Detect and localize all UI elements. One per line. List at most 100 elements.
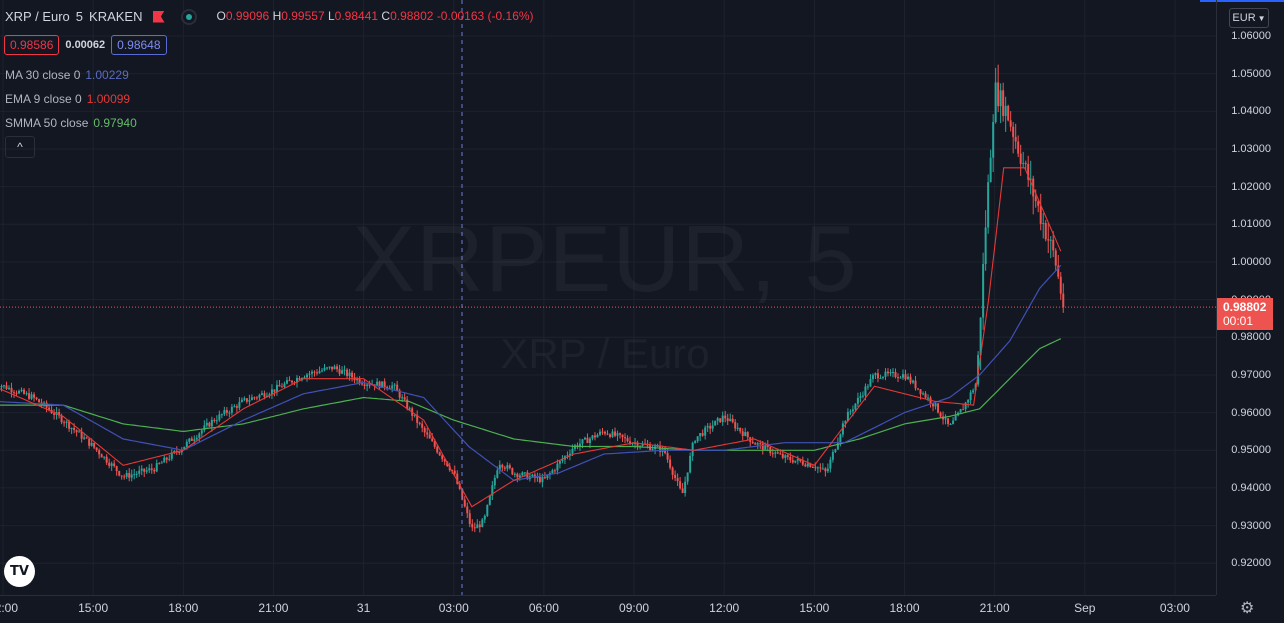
candle-body xyxy=(531,474,534,477)
candle-body xyxy=(306,374,309,378)
candle-body xyxy=(1039,205,1042,224)
candle-body xyxy=(458,483,461,489)
candle-body xyxy=(183,446,186,450)
indicator-smma[interactable]: SMMA 50 close 0.97940 xyxy=(5,116,137,130)
candle-body xyxy=(629,441,632,444)
candle-body xyxy=(233,406,236,408)
price-tick-label: 1.06000 xyxy=(1231,30,1271,42)
symbol-interval[interactable]: 5 xyxy=(75,9,84,24)
price-axis[interactable]: 1.06000 1.05000 1.04000 1.03000 1.02000 1.010… xyxy=(1216,0,1284,595)
collapse-legend-button[interactable]: ^ xyxy=(5,136,35,158)
time-tick-label: 12:00 xyxy=(0,601,19,615)
chart-grid xyxy=(0,0,1216,595)
candle-body xyxy=(273,389,276,392)
candle-body xyxy=(441,455,444,460)
candle-body xyxy=(333,366,336,370)
candle-body xyxy=(734,422,737,429)
candle-body xyxy=(240,399,243,403)
candle-body xyxy=(258,394,261,398)
time-tick-label: 12:00 xyxy=(709,601,740,615)
change-value: -0.00163 (-0.16%) xyxy=(436,9,534,23)
time-axis[interactable]: 12:00 15:00 18:00 21:00 31 03:00 06:00 09:00 12:… xyxy=(0,595,1216,623)
candle-body xyxy=(321,370,324,372)
candle-body xyxy=(834,449,837,453)
candle-body xyxy=(764,444,767,450)
candle-body xyxy=(290,380,293,383)
candle-body xyxy=(230,406,233,413)
tradingview-logo[interactable]: TV xyxy=(4,556,35,587)
candle-body xyxy=(794,460,797,463)
flag-icon[interactable] xyxy=(152,10,165,23)
candle-body xyxy=(836,442,839,450)
candle-body xyxy=(684,481,687,494)
indicator-ema[interactable]: EMA 9 close 0 1.00099 xyxy=(5,92,130,106)
candle-body xyxy=(1019,153,1022,164)
currency-selector[interactable]: EUR ▼ xyxy=(1229,8,1269,28)
buy-button[interactable]: 0.98648 xyxy=(111,35,167,55)
time-tick-label: 15:00 xyxy=(799,601,830,615)
candle-body xyxy=(1052,239,1055,251)
candle-body xyxy=(706,426,709,428)
candle-body xyxy=(766,444,769,448)
candle-body xyxy=(739,427,742,432)
candle-body xyxy=(566,455,569,457)
sell-button[interactable]: 0.98586 xyxy=(4,35,60,55)
candle-body xyxy=(316,372,319,374)
close-value: 0.98802 xyxy=(390,9,434,23)
candle-body xyxy=(736,427,739,429)
candle-body xyxy=(38,399,41,403)
candle-body xyxy=(709,426,712,429)
settings-gear-icon[interactable]: ⚙ xyxy=(1240,600,1255,617)
candle-body xyxy=(561,459,564,462)
candle-body xyxy=(481,519,484,528)
candle-body xyxy=(513,473,516,475)
candle-body xyxy=(571,448,574,454)
candle-body xyxy=(498,464,501,471)
candle-body xyxy=(676,478,679,482)
candle-body xyxy=(949,424,952,426)
candlestick-series xyxy=(0,64,1065,533)
ema-9-line xyxy=(0,167,1062,508)
open-label: O xyxy=(216,9,226,23)
candle-body xyxy=(383,381,386,387)
candle-body xyxy=(984,227,987,265)
candle-body xyxy=(626,438,629,442)
candle-body xyxy=(691,442,694,456)
candle-body xyxy=(614,431,617,436)
candle-body xyxy=(488,495,491,505)
chevron-down-icon: ▼ xyxy=(1257,13,1266,23)
candle-body xyxy=(636,442,639,447)
candle-body xyxy=(13,392,16,394)
indicator-ma[interactable]: MA 30 close 0 1.00229 xyxy=(5,68,129,82)
candle-body xyxy=(356,378,359,381)
candle-body xyxy=(937,403,940,413)
indicator-ma-value: 1.00229 xyxy=(85,68,129,82)
open-value: 0.99096 xyxy=(225,9,270,23)
symbol-legend[interactable]: XRP / Euro 5 KRAKEN O0.99096 H0.99557 L0… xyxy=(5,8,534,25)
candle-body xyxy=(408,408,411,410)
candle-body xyxy=(336,366,339,370)
candle-body xyxy=(1047,239,1050,241)
candle-body xyxy=(641,443,644,446)
candle-body xyxy=(185,441,188,447)
candle-body xyxy=(593,435,596,438)
candle-body xyxy=(631,443,634,445)
candle-body xyxy=(165,457,168,460)
candle-body xyxy=(598,431,601,435)
candle-body xyxy=(856,397,859,404)
candle-body xyxy=(944,418,947,420)
candle-body xyxy=(463,499,466,507)
candle-body xyxy=(1049,239,1052,241)
candle-body xyxy=(947,418,950,425)
candle-body xyxy=(118,471,121,476)
candle-body xyxy=(781,453,784,458)
candle-body xyxy=(270,389,273,395)
candle-body xyxy=(60,415,63,423)
market-status-icon[interactable] xyxy=(180,8,197,25)
price-tick-label: 1.00000 xyxy=(1231,255,1271,268)
symbol-name[interactable]: XRP / Euro xyxy=(5,9,70,24)
price-tick-label: 1.03000 xyxy=(1231,142,1271,155)
candle-body xyxy=(849,411,852,413)
candle-body xyxy=(283,383,286,388)
